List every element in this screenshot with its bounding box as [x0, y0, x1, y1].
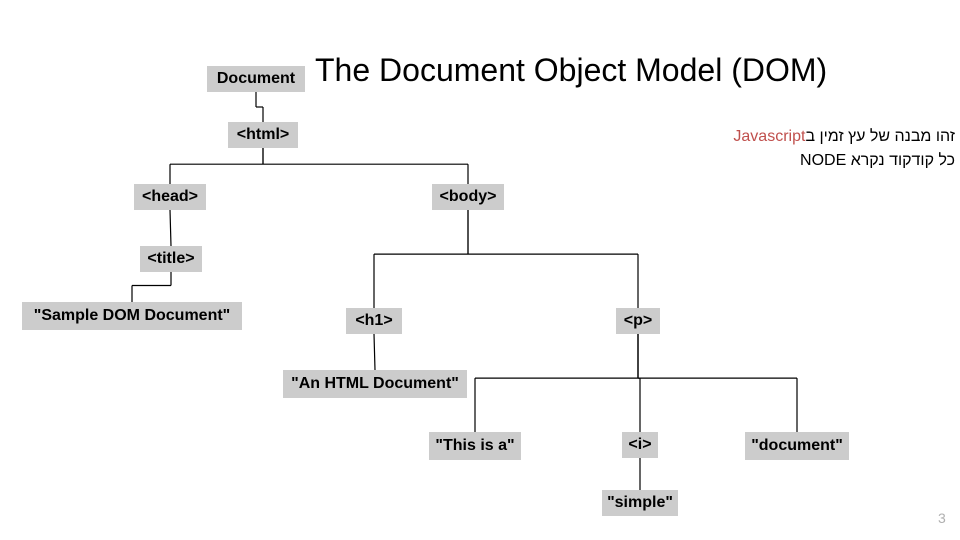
- annotation-line2: כל קודקוד נקרא NODE: [705, 149, 955, 173]
- annotation-text: זהו מבנה של עץ זמין בJavascript כל קודקו…: [705, 125, 955, 173]
- tree-node-document: Document: [207, 66, 305, 92]
- tree-node-anhtml: "An HTML Document": [283, 370, 467, 398]
- tree-node-html: <html>: [228, 122, 298, 148]
- page-number: 3: [938, 510, 946, 526]
- tree-node-simple: "simple": [602, 490, 678, 516]
- tree-node-body: <body>: [432, 184, 504, 210]
- tree-node-ttl: <title>: [140, 246, 202, 272]
- tree-node-h1: <h1>: [346, 308, 402, 334]
- annotation-line1-prefix: זהו מבנה של עץ זמין ב: [805, 128, 955, 145]
- tree-node-head: <head>: [134, 184, 206, 210]
- tree-node-documenttxt: "document": [745, 432, 849, 460]
- tree-node-thisisa: "This is a": [429, 432, 521, 460]
- page-title: The Document Object Model (DOM): [315, 52, 827, 89]
- annotation-highlight: Javascript: [733, 128, 805, 145]
- tree-node-i: <i>: [622, 432, 658, 458]
- tree-node-p: <p>: [616, 308, 660, 334]
- tree-node-sample: "Sample DOM Document": [22, 302, 242, 330]
